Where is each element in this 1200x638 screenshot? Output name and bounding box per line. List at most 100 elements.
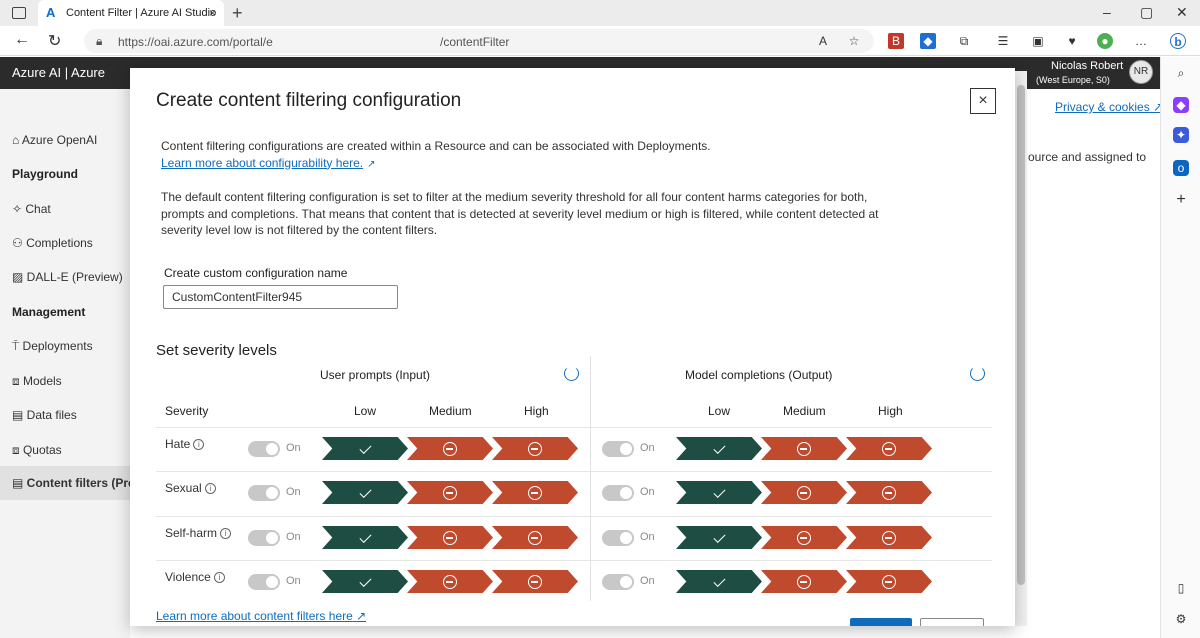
input-self-harm-low-level[interactable] [322, 526, 408, 549]
input-violence-toggle[interactable] [248, 574, 280, 590]
toggle-label: On [640, 486, 655, 498]
output-sexual-low-level[interactable] [676, 481, 762, 504]
extension-icon[interactable]: ◆ [920, 33, 936, 49]
output-hate-low-level[interactable] [676, 437, 762, 460]
output-hate-high-level[interactable] [846, 437, 932, 460]
input-self-harm-toggle[interactable] [248, 530, 280, 546]
split-screen-icon[interactable]: ▯ [1177, 581, 1185, 595]
output-hate-toggle[interactable] [602, 441, 634, 457]
config-name-input[interactable] [163, 285, 398, 309]
sidebar-item-completions[interactable]: ⚇ Completions [12, 236, 93, 250]
url-field[interactable]: 🔒︎ https://oai.azure.com/portal/e /conte… [84, 29, 874, 53]
scrollbar-thumb[interactable] [1017, 85, 1025, 585]
category-label: Hate [165, 437, 191, 451]
read-aloud-icon[interactable]: A [818, 34, 827, 48]
category-label: Violence [165, 570, 211, 584]
sidebar-item-chat[interactable]: ✧ Chat [12, 202, 51, 216]
output-self-harm-high-level[interactable] [846, 526, 932, 549]
output-violence-low-level[interactable] [676, 570, 762, 593]
output-self-harm-medium-level[interactable] [761, 526, 847, 549]
info-icon[interactable]: i [193, 439, 205, 450]
maximize-icon[interactable]: ▢ [1140, 4, 1154, 20]
output-violence-high-level[interactable] [846, 570, 932, 593]
extensions-puzzle-icon[interactable]: ⧉ [959, 34, 969, 48]
info-icon[interactable]: i [220, 528, 232, 539]
reset-input-icon[interactable] [564, 366, 579, 381]
blocked-icon [797, 575, 811, 589]
bing-icon[interactable]: b [1170, 33, 1186, 49]
input-violence-medium-level[interactable] [407, 570, 493, 593]
favorite-star-icon[interactable]: ☆ [848, 34, 860, 48]
info-icon[interactable]: i [213, 572, 225, 583]
input-hate-low-level[interactable] [322, 437, 408, 460]
collections-icon[interactable]: ▣ [1032, 34, 1044, 48]
scrollbar[interactable] [1015, 71, 1027, 626]
input-violence-high-level[interactable] [492, 570, 578, 593]
input-self-harm-high-level[interactable] [492, 526, 578, 549]
sidebar-item-data-files[interactable]: ▤ Data files [12, 408, 77, 422]
cancel-button[interactable] [920, 618, 984, 626]
input-hate-toggle[interactable] [248, 441, 280, 457]
outlook-icon[interactable]: o [1173, 160, 1189, 176]
address-bar-row: ← ↻ 🔒︎ https://oai.azure.com/portal/e /c… [0, 26, 1200, 56]
column-divider [590, 356, 591, 601]
intro-paragraph: Content filtering configurations are cre… [161, 138, 891, 173]
input-sexual-toggle[interactable] [248, 485, 280, 501]
window-close-icon[interactable]: ✕ [1176, 4, 1188, 20]
tools-icon[interactable]: ✦ [1173, 127, 1189, 143]
refresh-icon[interactable]: ↻ [48, 33, 62, 50]
app-title[interactable]: Azure AI | Azure [12, 65, 105, 80]
close-icon[interactable]: × [970, 88, 996, 114]
severity-header: Severity [165, 404, 209, 418]
output-self-harm-toggle[interactable] [602, 530, 634, 546]
input-hate-high-level[interactable] [492, 437, 578, 460]
input-self-harm-medium-level[interactable] [407, 526, 493, 549]
output-sexual-toggle[interactable] [602, 485, 634, 501]
browser-tab[interactable]: A Content Filter | Azure AI Studio × [38, 0, 224, 26]
url-text-left: https://oai.azure.com/portal/e [118, 35, 273, 49]
output-column-title: Model completions (Output) [685, 368, 833, 382]
add-app-icon[interactable]: + [1176, 191, 1186, 208]
profile-icon[interactable]: ● [1097, 33, 1113, 49]
input-sexual-low-level[interactable] [322, 481, 408, 504]
output-violence-toggle[interactable] [602, 574, 634, 590]
sidebar-item-quotas[interactable]: ⧈ Quotas [12, 443, 62, 457]
sidebar-item-models[interactable]: ⧈ Models [12, 374, 62, 388]
row-divider [156, 560, 992, 561]
search-icon[interactable]: ⌕ [1177, 66, 1185, 80]
input-sexual-high-level[interactable] [492, 481, 578, 504]
input-sexual-medium-level[interactable] [407, 481, 493, 504]
privacy-link[interactable]: Privacy & cookies ↗ [1055, 100, 1164, 114]
sidebar-item-dalle[interactable]: ▨ DALL-E (Preview) [12, 270, 123, 284]
favorites-icon[interactable]: ☰ [997, 34, 1009, 48]
output-sexual-medium-level[interactable] [761, 481, 847, 504]
deployments-icon: ⍑ [12, 339, 23, 353]
minimize-icon[interactable]: – [1103, 4, 1111, 20]
shopping-icon[interactable]: ◆ [1173, 97, 1189, 113]
sidebar-item-deployments[interactable]: ⍑ Deployments [12, 339, 93, 353]
back-icon[interactable]: ← [14, 31, 30, 48]
output-sexual-high-level[interactable] [846, 481, 932, 504]
reset-output-icon[interactable] [970, 366, 985, 381]
avatar[interactable]: NR [1129, 60, 1153, 84]
configurability-link[interactable]: Learn more about configurability here. [161, 155, 364, 170]
tab-actions-icon[interactable] [12, 7, 26, 19]
tab-close-icon[interactable]: × [208, 6, 216, 20]
output-hate-medium-level[interactable] [761, 437, 847, 460]
input-hate-medium-level[interactable] [407, 437, 493, 460]
input-violence-low-level[interactable] [322, 570, 408, 593]
content-filters-learn-more-link[interactable]: Learn more about content filters here ↗ [156, 609, 367, 623]
performance-icon[interactable]: ♥ [1068, 34, 1076, 48]
new-tab-icon[interactable]: + [232, 3, 243, 23]
create-button[interactable] [850, 618, 912, 626]
extension-icon[interactable]: B [888, 33, 904, 49]
blocked-icon [443, 442, 457, 456]
dialog-title: Create content filtering configuration [156, 90, 462, 111]
output-violence-medium-level[interactable] [761, 570, 847, 593]
info-icon[interactable]: i [204, 483, 216, 494]
sidebar-item-content-filters[interactable]: ▤ Content filters (Prev [0, 466, 141, 500]
output-self-harm-low-level[interactable] [676, 526, 762, 549]
more-menu-icon[interactable]: … [1135, 34, 1147, 48]
sidebar-item-azure-openai[interactable]: ⌂ Azure OpenAI [12, 133, 98, 147]
settings-gear-icon[interactable]: ⚙ [1175, 612, 1187, 626]
